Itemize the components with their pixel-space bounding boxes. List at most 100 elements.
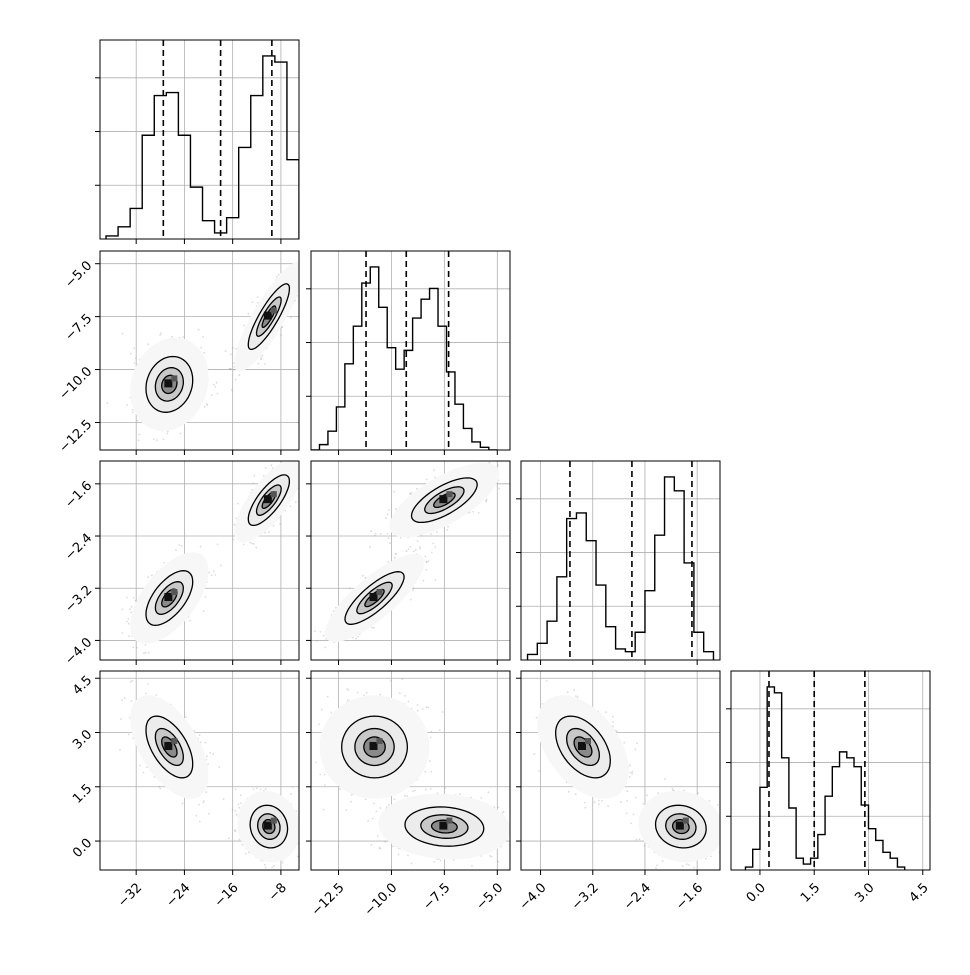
- scatter-point: [406, 550, 408, 552]
- scatter-point: [243, 544, 245, 546]
- density-peak-pixel: [271, 491, 277, 497]
- histogram-panel-1: [306, 251, 510, 455]
- scatter-point: [128, 635, 130, 637]
- scatter-point: [432, 543, 434, 545]
- scatter-point: [316, 640, 318, 642]
- scatter-point: [472, 511, 474, 513]
- scatter-point: [130, 353, 132, 355]
- scatter-point: [280, 334, 282, 336]
- scatter-point: [413, 588, 415, 590]
- scatter-point: [237, 503, 239, 505]
- scatter-point: [138, 439, 140, 441]
- scatter-point: [410, 599, 412, 601]
- scatter-point: [301, 270, 303, 272]
- scatter-point: [247, 313, 249, 315]
- scatter-point: [232, 347, 234, 349]
- scatter-point: [271, 464, 273, 466]
- scatter-panel-1-0: −12.5−10.0−7.5−5.0: [57, 249, 317, 456]
- scatter-point: [122, 333, 124, 335]
- scatter-point: [220, 565, 222, 567]
- scatter-point: [273, 525, 275, 527]
- scatter-point: [423, 580, 425, 582]
- scatter-point: [252, 301, 254, 303]
- y-tick-label: −5.0: [62, 258, 95, 291]
- scatter-point: [395, 553, 397, 555]
- scatter-point: [148, 652, 150, 654]
- scatter-point: [282, 326, 284, 328]
- scatter-point: [257, 296, 259, 298]
- scatter-point: [214, 386, 216, 388]
- panel-content: [100, 249, 317, 450]
- scatter-point: [516, 432, 518, 434]
- scatter-point: [132, 411, 134, 413]
- scatter-point: [217, 543, 219, 545]
- scatter-point: [302, 495, 304, 497]
- histogram-step-line: [311, 267, 497, 450]
- scatter-point: [126, 597, 128, 599]
- scatter-panel-2-0: −4.0−3.2−2.4−1.6: [62, 449, 309, 668]
- panel-content: [311, 251, 510, 450]
- scatter-point: [135, 600, 137, 602]
- scatter-point: [235, 379, 237, 381]
- scatter-point: [136, 647, 138, 649]
- scatter-point: [137, 420, 139, 422]
- scatter-point: [385, 517, 387, 519]
- scatter-point: [233, 369, 235, 371]
- scatter-point: [217, 393, 219, 395]
- scatter-point: [189, 620, 191, 622]
- density-peak-pixel: [164, 379, 172, 387]
- scatter-point: [143, 652, 145, 654]
- scatter-point: [295, 501, 297, 503]
- scatter-point: [180, 433, 182, 435]
- histogram-step-line: [106, 56, 299, 239]
- scatter-point: [251, 543, 253, 545]
- scatter-point: [302, 261, 304, 263]
- scatter-point: [132, 409, 134, 411]
- scatter-point: [230, 368, 232, 370]
- scatter-point: [145, 652, 147, 654]
- scatter-point: [203, 352, 205, 354]
- density-peak-pixel: [171, 589, 177, 595]
- scatter-point: [106, 402, 108, 404]
- scatter-point: [139, 434, 141, 436]
- scatter-point: [131, 606, 133, 608]
- scatter-point: [202, 336, 204, 338]
- scatter-point: [262, 355, 264, 357]
- scatter-point: [211, 394, 213, 396]
- scatter-point: [207, 404, 209, 406]
- scatter-point: [431, 552, 433, 554]
- scatter-point: [301, 476, 303, 478]
- scatter-point: [305, 497, 307, 499]
- scatter-point: [308, 456, 310, 458]
- scatter-point: [387, 533, 389, 535]
- scatter-point: [135, 357, 137, 359]
- scatter-point: [147, 576, 149, 578]
- scatter-point: [205, 596, 207, 598]
- y-tick-label: −12.5: [57, 417, 96, 456]
- scatter-point: [128, 623, 130, 625]
- scatter-point: [211, 574, 213, 576]
- histogram-panel-0: [95, 40, 299, 244]
- scatter-point: [151, 575, 153, 577]
- scatter-point: [362, 575, 364, 577]
- scatter-point: [122, 632, 124, 634]
- scatter-point: [254, 475, 256, 477]
- scatter-point: [144, 661, 146, 663]
- scatter-point: [507, 452, 509, 454]
- scatter-point: [349, 587, 351, 589]
- scatter-point: [159, 334, 161, 336]
- y-tick-label: −4.0: [62, 635, 95, 668]
- scatter-point: [301, 268, 303, 270]
- scatter-point: [371, 627, 373, 629]
- scatter-point: [145, 644, 147, 646]
- scatter-point: [302, 278, 304, 280]
- y-tick-label: −1.6: [62, 479, 95, 512]
- scatter-point: [134, 362, 136, 364]
- scatter-point: [374, 535, 376, 537]
- scatter-point: [126, 621, 128, 623]
- scatter-point: [163, 562, 165, 564]
- scatter-point: [215, 574, 217, 576]
- scatter-point: [299, 485, 301, 487]
